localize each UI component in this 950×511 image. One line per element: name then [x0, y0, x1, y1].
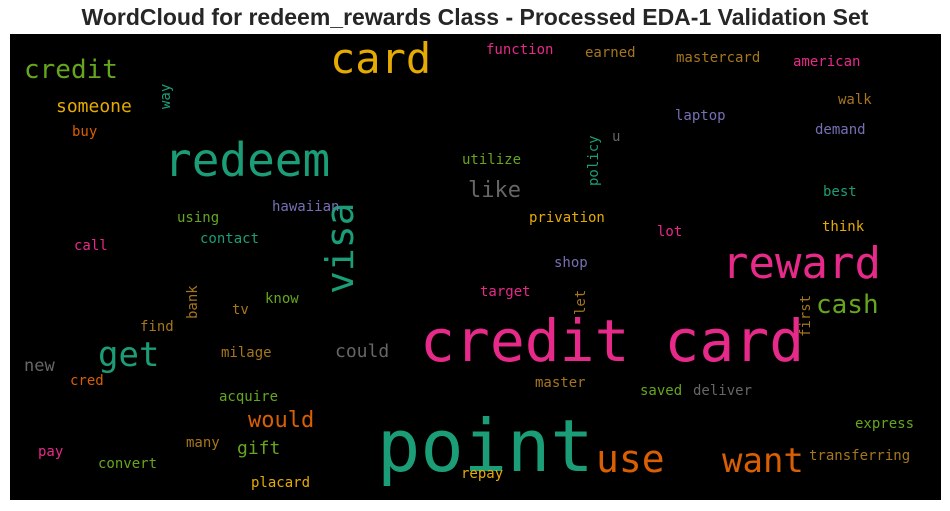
word-visa: visa — [318, 202, 362, 294]
word-call: call — [74, 238, 108, 254]
word-express: express — [855, 416, 914, 432]
wordcloud-svg: point credit card redeem reward card visa use w… — [24, 34, 914, 491]
word-deliver: deliver — [693, 383, 752, 399]
word-demand: demand — [815, 122, 866, 138]
word-like: like — [468, 178, 521, 203]
word-credit-card: credit card — [420, 307, 804, 375]
chart-title: WordCloud for redeem_rewards Class - Pro… — [81, 4, 869, 30]
word-target: target — [480, 284, 531, 300]
word-lot: lot — [657, 224, 682, 240]
word-american: american — [793, 54, 860, 70]
word-card: card — [330, 34, 431, 83]
word-would: would — [248, 408, 314, 433]
word-earned: earned — [585, 45, 636, 61]
word-someone: someone — [56, 96, 132, 117]
word-want: want — [722, 441, 804, 481]
word-using: using — [177, 210, 219, 226]
word-u: u — [612, 129, 620, 145]
word-walk: walk — [838, 92, 872, 108]
word-milage: milage — [221, 345, 272, 361]
word-point: point — [377, 404, 594, 488]
word-utilize: utilize — [462, 152, 521, 168]
word-hawaiian: hawaiian — [272, 199, 339, 215]
word-bank: bank — [185, 285, 201, 319]
word-transferring: transferring — [809, 448, 910, 464]
word-privation: privation — [529, 210, 605, 226]
word-reward: reward — [722, 238, 881, 289]
word-acquire: acquire — [219, 389, 278, 405]
word-policy: policy — [586, 135, 602, 186]
word-redeem: redeem — [164, 133, 330, 187]
word-best: best — [823, 184, 857, 200]
word-tv: tv — [232, 302, 249, 318]
word-pay: pay — [38, 444, 63, 460]
word-saved: saved — [640, 383, 682, 399]
word-could: could — [335, 341, 389, 362]
word-gift: gift — [237, 438, 280, 459]
word-cred: cred — [70, 373, 104, 389]
wordcloud-canvas: point credit card redeem reward card visa use w… — [10, 34, 941, 500]
word-master: master — [535, 375, 586, 391]
word-contact: contact — [200, 231, 259, 247]
word-know: know — [265, 291, 299, 307]
word-mastercard: mastercard — [676, 50, 760, 66]
word-let: let — [573, 290, 589, 315]
word-credit: credit — [24, 55, 118, 85]
word-cash: cash — [816, 290, 879, 320]
word-use: use — [596, 437, 665, 481]
word-function: function — [486, 42, 553, 58]
word-get: get — [98, 335, 159, 375]
word-way: way — [158, 84, 174, 109]
word-shop: shop — [554, 255, 588, 271]
word-placard: placard — [251, 475, 310, 491]
word-think: think — [822, 219, 865, 235]
word-buy: buy — [72, 124, 97, 140]
word-convert: convert — [98, 456, 157, 472]
word-laptop: laptop — [675, 108, 726, 124]
word-find: find — [140, 319, 174, 335]
word-repay: repay — [461, 466, 503, 482]
word-many: many — [186, 435, 220, 451]
word-new: new — [24, 356, 55, 376]
word-first: first — [798, 295, 814, 337]
